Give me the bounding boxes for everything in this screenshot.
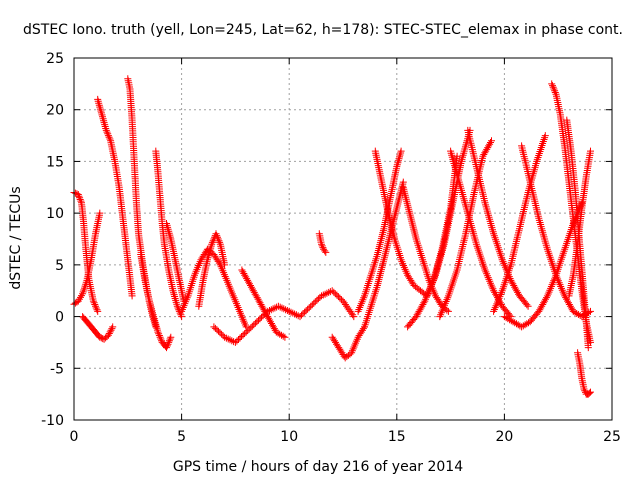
data-point-series [238, 266, 289, 341]
data-point-series [94, 95, 136, 300]
data-point-series [328, 323, 368, 362]
data-point-series [404, 152, 461, 331]
data-point-series [371, 147, 431, 300]
y-tick-labels: -10 -5 0 5 10 15 20 25 [41, 51, 64, 429]
x-tick-label: 15 [388, 429, 406, 445]
x-tick-label: 10 [280, 429, 298, 445]
x-tick-label: 5 [177, 429, 186, 445]
grid [74, 58, 612, 420]
plot-frame [73, 57, 613, 421]
y-tick-label: 5 [55, 258, 64, 274]
data-points [70, 75, 594, 398]
x-tick-labels: 0 5 10 15 20 25 [70, 429, 621, 445]
x-tick-label: 20 [495, 429, 513, 445]
axis-ticks [73, 57, 613, 421]
data-point-series [79, 313, 117, 343]
data-point-series [124, 75, 160, 331]
data-point-series [163, 220, 188, 305]
y-tick-label: -10 [41, 413, 64, 429]
y-tick-label: 20 [46, 103, 64, 119]
x-axis-label: GPS time / hours of day 216 of year 2014 [173, 459, 463, 475]
data-point-series [423, 126, 474, 300]
y-tick-label: 10 [46, 206, 64, 222]
data-point-series [490, 132, 549, 315]
y-tick-label: 0 [55, 310, 64, 326]
y-axis-label: dSTEC / TECUs [8, 186, 24, 289]
data-point-series [70, 189, 102, 315]
data-point-series [152, 147, 186, 321]
data-point-series [178, 245, 250, 331]
y-tick-label: -5 [50, 361, 64, 377]
data-point-series [565, 147, 594, 300]
data-point-series [195, 230, 229, 310]
y-tick-label: 15 [46, 154, 64, 170]
y-tick-label: 25 [46, 51, 64, 67]
data-point-series [210, 302, 293, 346]
data-point-series [285, 287, 358, 321]
data-point-series [354, 147, 405, 315]
chart-title: dSTEC Iono. truth (yell, Lon=245, Lat=62… [23, 22, 623, 38]
data-point-series [315, 230, 330, 256]
data-point-series [574, 349, 594, 398]
data-point-series [137, 251, 175, 352]
x-tick-label: 0 [70, 429, 79, 445]
x-tick-label: 25 [603, 429, 621, 445]
data-point-series [447, 147, 515, 321]
